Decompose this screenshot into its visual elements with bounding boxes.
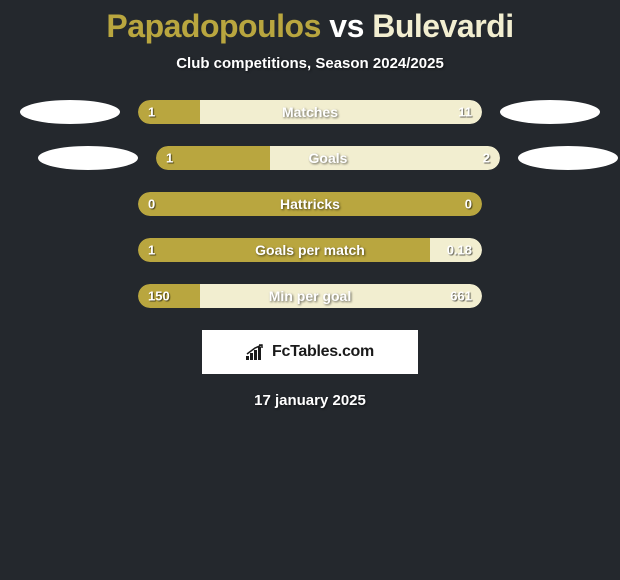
vs-label: vs	[329, 8, 364, 44]
stat-row: 150 661 Min per goal	[0, 284, 620, 308]
stat-bar: 111Matches	[138, 100, 482, 124]
brand-box: FcTables.com	[202, 330, 418, 374]
player1-avatar	[20, 238, 120, 262]
player2-avatar	[500, 100, 600, 124]
stat-value-right: 11	[458, 105, 472, 120]
stat-label: Min per goal	[269, 288, 351, 304]
stat-value-left: 1	[148, 243, 155, 258]
stat-rows: 111Matches12Goals00Hattricks10.18Goals p…	[0, 100, 620, 308]
player1-name: Papadopoulos	[106, 8, 320, 44]
stat-bar: 1 2 Goals	[156, 146, 500, 170]
stat-bar: 150 661 Min per goal	[138, 284, 482, 308]
comparison-title: Papadopoulos vs Bulevardi	[0, 8, 620, 45]
player2-avatar	[500, 192, 600, 216]
stat-bar: 1 0.18 Goals per match	[138, 238, 482, 262]
stat-row: 1 0.18 Goals per match	[0, 238, 620, 262]
player1-avatar	[20, 192, 120, 216]
stat-bar: 0 0 Hattricks	[138, 192, 482, 216]
stat-value-left: 1	[148, 105, 155, 120]
stat-label: Goals per match	[255, 242, 365, 258]
stat-row: 1 2 Goals	[0, 146, 620, 170]
subtitle: Club competitions, Season 2024/2025	[0, 55, 620, 72]
player2-avatar	[518, 146, 618, 170]
stat-value-left: 1	[166, 151, 173, 166]
player1-avatar	[20, 284, 120, 308]
stat-label: Goals	[309, 150, 348, 166]
player2-name: Bulevardi	[372, 8, 513, 44]
player2-avatar	[500, 284, 600, 308]
bar-segment-right	[270, 146, 500, 170]
player2-avatar	[500, 238, 600, 262]
player1-avatar	[38, 146, 138, 170]
brand-text: FcTables.com	[272, 343, 374, 361]
stat-row: 111Matches	[0, 100, 620, 124]
player1-avatar	[20, 100, 120, 124]
infographic-container: Papadopoulos vs Bulevardi Club competiti…	[0, 0, 620, 409]
stat-value-right: 661	[450, 289, 472, 304]
stat-value-left: 0	[148, 197, 155, 212]
stat-label: Hattricks	[280, 196, 340, 212]
stat-value-right: 0	[465, 197, 472, 212]
chart-icon	[246, 344, 266, 360]
bar-segment-right	[200, 100, 482, 124]
stat-value-left: 150	[148, 289, 170, 304]
stat-label: Matches	[282, 104, 338, 120]
stat-value-right: 0.18	[447, 243, 472, 258]
stat-value-right: 2	[483, 151, 490, 166]
date-label: 17 january 2025	[0, 392, 620, 409]
stat-row: 0 0 Hattricks	[0, 192, 620, 216]
